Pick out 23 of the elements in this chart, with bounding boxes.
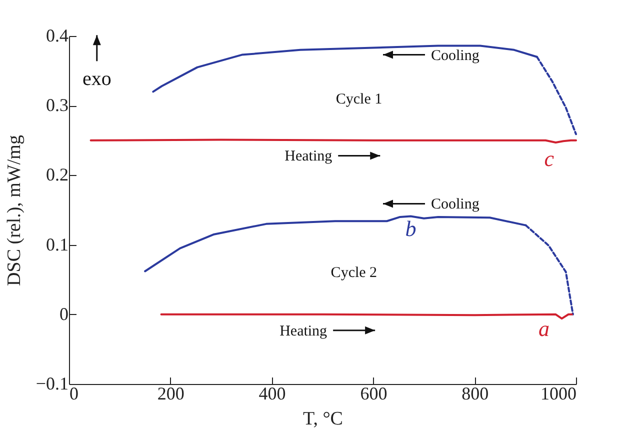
- annotation: a: [538, 316, 550, 342]
- annotation: Heating: [280, 323, 328, 340]
- x-tick-label: 1000: [540, 384, 576, 404]
- y-tick-label: 0.4: [46, 26, 68, 46]
- x-tick-label: 400: [258, 384, 286, 404]
- x-axis-title: T, °C: [303, 408, 343, 430]
- annotation: Cycle 1: [336, 92, 382, 108]
- x-tick-label: 800: [462, 384, 489, 404]
- y-tick-label: 0.1: [46, 234, 68, 254]
- annotation: Heating: [284, 148, 333, 165]
- y-tick-label: 0.2: [46, 164, 68, 185]
- annotation: Cooling: [431, 196, 480, 213]
- y-axis-title: DSC (rel.), mW/mg: [4, 134, 25, 286]
- annotation: exo: [82, 68, 112, 90]
- annotation: Cycle 2: [330, 264, 378, 281]
- x-tick-label: 600: [360, 384, 388, 404]
- y-tick-label: −0.1: [36, 374, 68, 394]
- annotation: b: [405, 216, 416, 241]
- y-tick-label: 0.3: [46, 95, 68, 116]
- annotation: Cooling: [431, 48, 480, 64]
- y-tick-label: 0: [60, 304, 68, 324]
- x-tick-label: 200: [157, 384, 184, 404]
- annotation: c: [544, 146, 554, 172]
